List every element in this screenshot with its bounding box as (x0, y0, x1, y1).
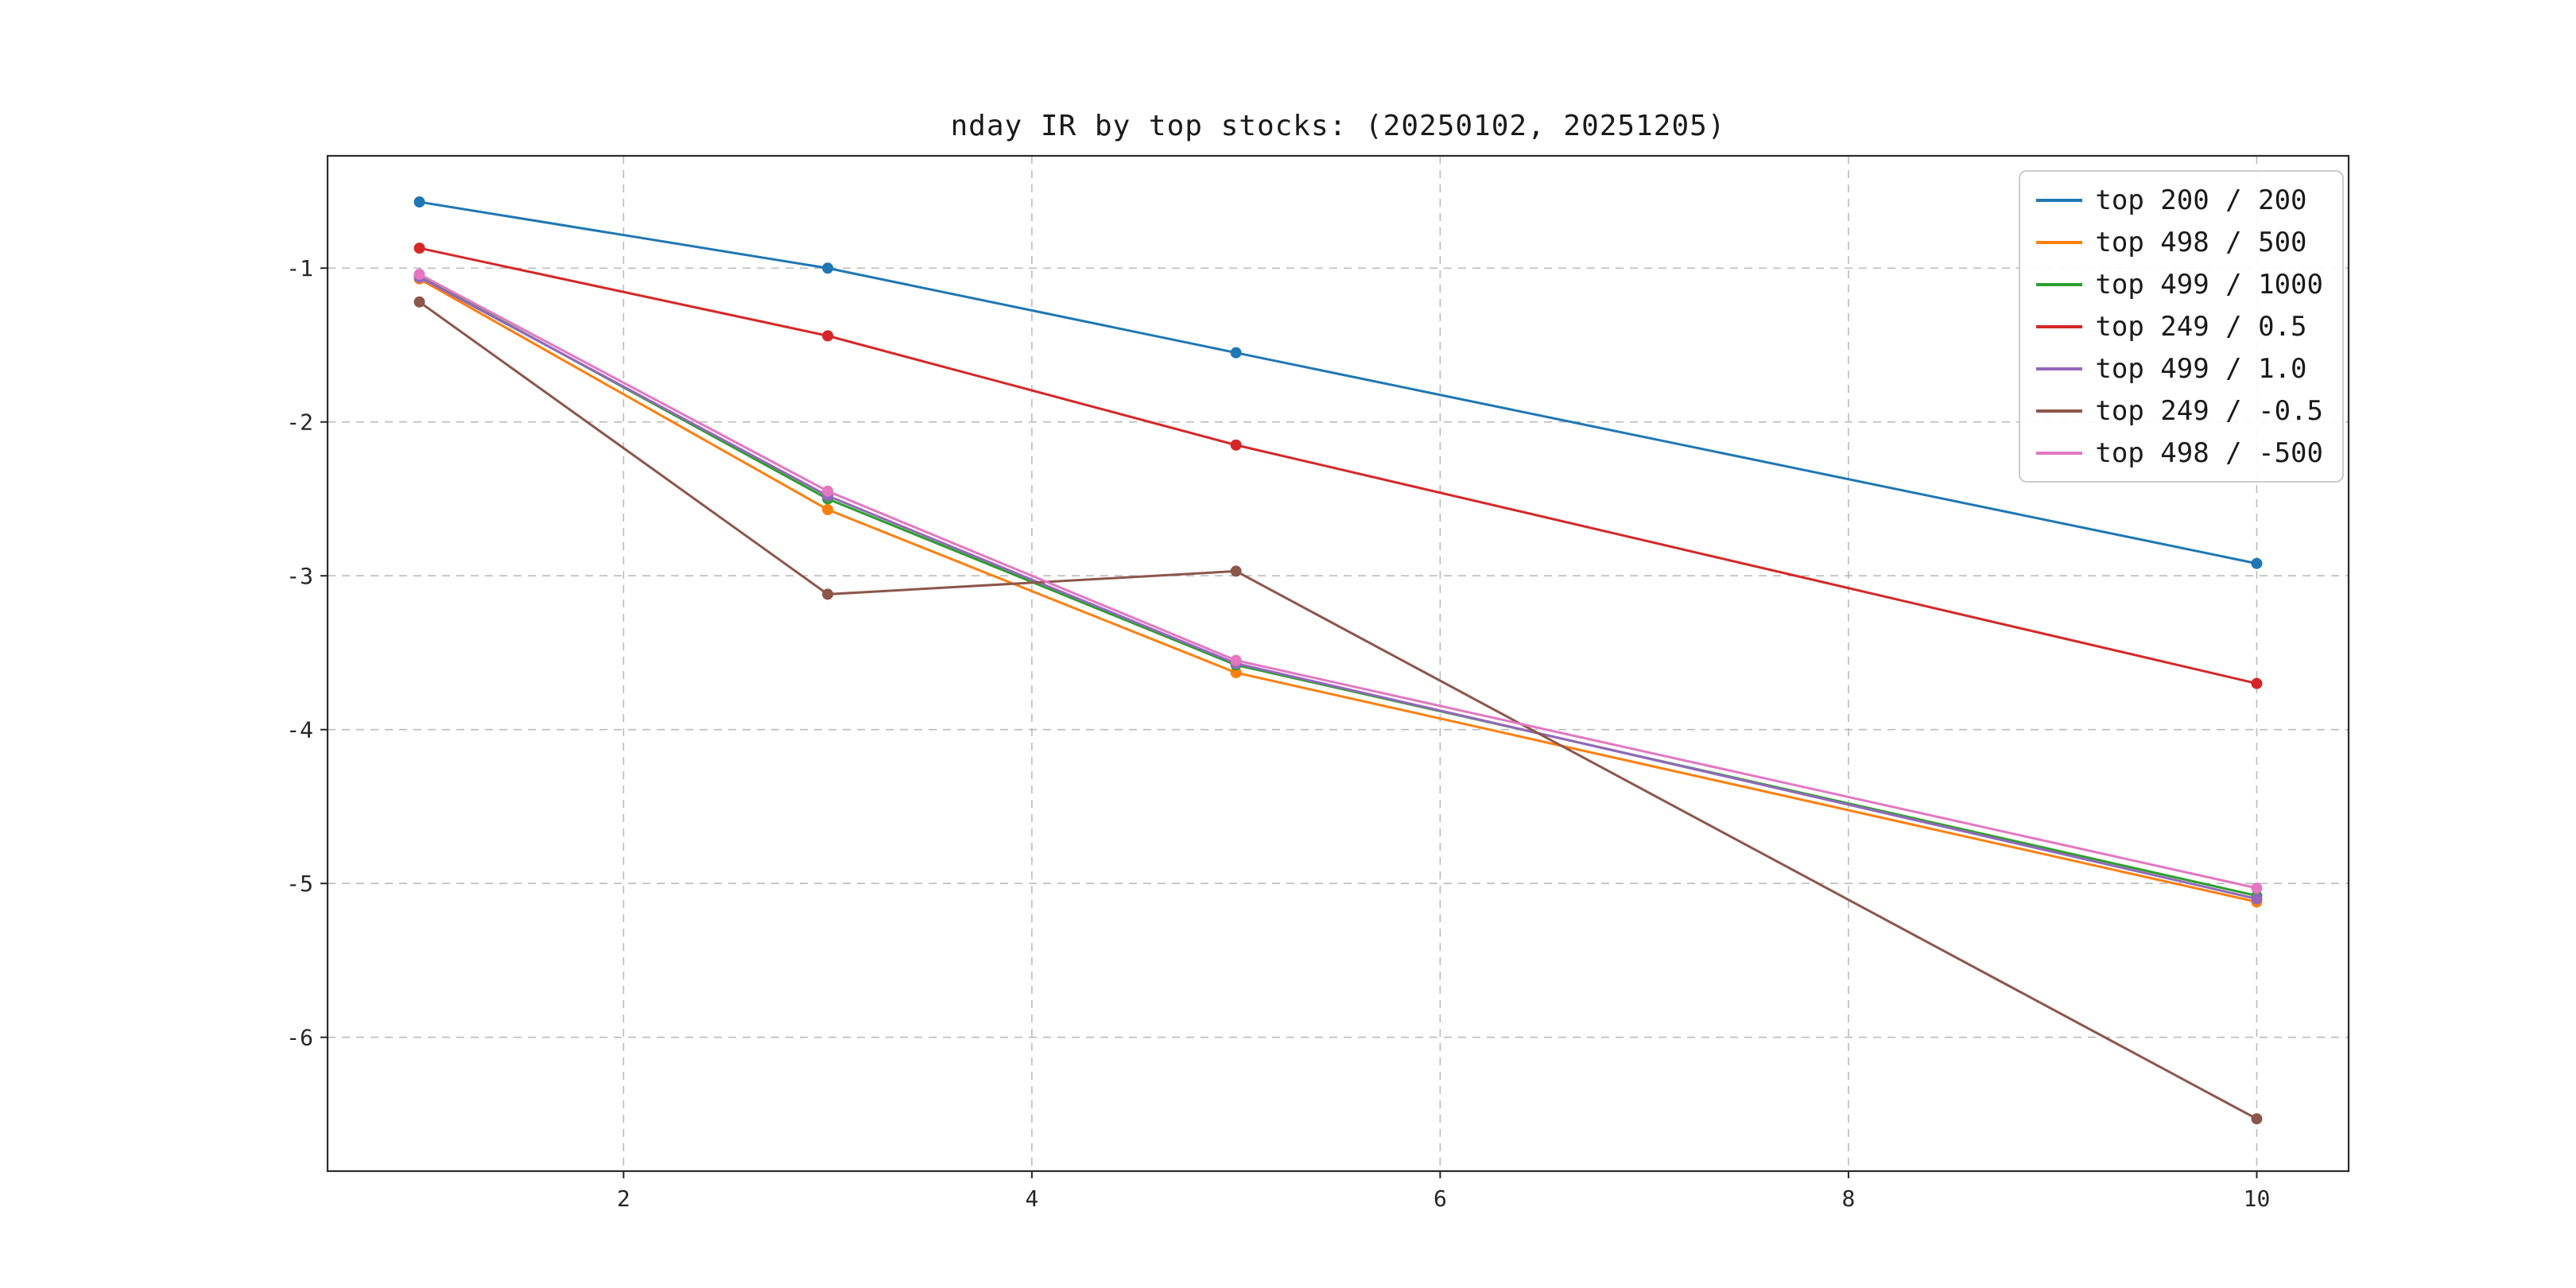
data-point-marker (2251, 557, 2263, 569)
legend-line-sample (2036, 240, 2083, 244)
data-point-marker (413, 242, 425, 254)
legend-item: top 249 / 0.5 (2036, 309, 2323, 343)
y-tick-label: -3 (286, 563, 313, 589)
x-axis: 2 4 6 8 10 (617, 1171, 2270, 1212)
data-point-marker (1230, 439, 1242, 451)
data-point-marker (1230, 667, 1242, 679)
x-tick-label: 2 (617, 1185, 630, 1212)
legend: top 200 / 200 top 498 / 500 top 499 / 1000… (2019, 170, 2344, 483)
series-line (419, 246, 2257, 685)
data-point-marker (822, 262, 834, 274)
data-point-marker (822, 588, 834, 600)
data-point-marker (1230, 347, 1242, 359)
y-axis: -1 -2 -3 -4 -5 -6 (286, 255, 328, 1051)
data-point-marker (1230, 565, 1242, 577)
series-line (418, 301, 2258, 1120)
series-lines (413, 196, 2263, 1125)
y-tick-label: -4 (286, 717, 313, 743)
legend-item: top 498 / -500 (2036, 436, 2323, 470)
series-line (418, 274, 2257, 898)
series-line (418, 273, 2257, 890)
data-point-marker (1230, 654, 1242, 666)
legend-item: top 499 / 1.0 (2036, 351, 2323, 386)
legend-line-sample (2036, 282, 2083, 286)
x-tick-label: 8 (1841, 1185, 1855, 1212)
legend-label: top 499 / 1.0 (2095, 352, 2307, 385)
chart-title: nday IR by top stocks: (20250102, 202512… (950, 110, 1726, 142)
legend-label: top 498 / -500 (2095, 436, 2323, 469)
data-point-marker (822, 504, 834, 516)
series-line (419, 200, 2257, 565)
y-tick-label: -6 (286, 1025, 313, 1051)
legend-label: top 249 / -0.5 (2095, 394, 2323, 427)
gridlines (328, 156, 2349, 1171)
legend-line-sample (2036, 367, 2083, 370)
y-tick-label: -2 (286, 409, 313, 436)
data-point-marker (822, 485, 834, 497)
data-point-marker (2251, 1113, 2263, 1125)
data-point-marker (822, 330, 834, 342)
legend-item: top 499 / 1000 (2036, 267, 2323, 301)
legend-line-sample (2036, 409, 2083, 413)
data-point-marker (2251, 677, 2263, 689)
legend-label: top 200 / 200 (2095, 184, 2307, 216)
y-tick-label: -1 (286, 255, 313, 281)
legend-line-sample (2036, 324, 2083, 328)
data-point-marker (413, 296, 425, 308)
x-tick-label: 6 (1433, 1185, 1447, 1212)
legend-label: top 499 / 1000 (2095, 268, 2323, 301)
legend-label: top 498 / 500 (2095, 226, 2307, 258)
x-tick-label: 10 (2244, 1185, 2271, 1212)
series-line (418, 276, 2257, 900)
legend-item: top 200 / 200 (2036, 183, 2323, 217)
data-point-marker (413, 196, 425, 208)
legend-line-sample (2036, 198, 2083, 202)
series-line (418, 277, 2257, 903)
axes-spines (326, 154, 2350, 1173)
y-tick-label: -5 (286, 871, 313, 897)
data-point-marker (2251, 893, 2263, 905)
data-point-marker (413, 268, 425, 280)
data-point-marker (2251, 882, 2263, 894)
legend-item: top 498 / 500 (2036, 225, 2323, 259)
x-tick-label: 4 (1025, 1185, 1038, 1212)
legend-label: top 249 / 0.5 (2095, 310, 2307, 343)
legend-item: top 249 / -0.5 (2036, 394, 2323, 428)
legend-line-sample (2036, 451, 2083, 455)
